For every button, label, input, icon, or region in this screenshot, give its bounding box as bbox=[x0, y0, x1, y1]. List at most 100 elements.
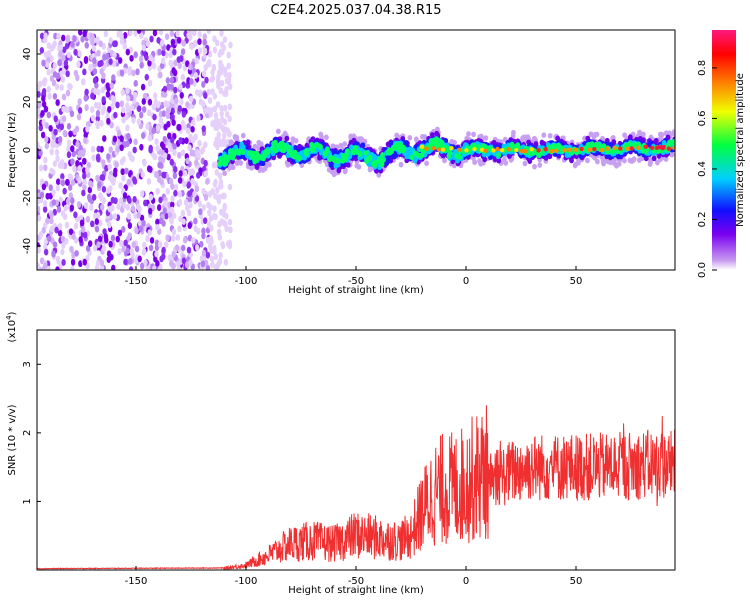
spectrogram-signal-cell bbox=[297, 155, 303, 162]
spectrogram-noise-cell bbox=[85, 215, 91, 223]
spectrogram-signal-cell bbox=[547, 153, 553, 160]
spectrogram-noise-cell bbox=[125, 94, 131, 102]
spectrogram-noise-cell bbox=[185, 101, 190, 109]
spectrogram-noise-cell bbox=[131, 116, 136, 124]
spectrogram-noise-cell bbox=[40, 131, 46, 139]
spectrogram-noise-cell bbox=[164, 212, 169, 220]
spectrogram-signal-cell bbox=[407, 135, 413, 141]
spectrogram-noise-cell bbox=[112, 135, 118, 143]
spectrogram-noise-cell bbox=[133, 51, 138, 59]
spectrogram-noise-cell bbox=[221, 219, 226, 226]
spectrogram-noise-cell bbox=[90, 38, 95, 46]
spectrogram-noise-cell bbox=[61, 54, 66, 62]
spectrogram-noise-cell bbox=[94, 218, 100, 225]
spectrogram-noise-cell bbox=[41, 95, 46, 102]
colorbar-ticks: 0.0 0.2 0.4 0.6 0.8 bbox=[697, 60, 717, 278]
spectrogram-noise-cell bbox=[196, 171, 201, 179]
spectrogram-noise-cell bbox=[216, 131, 221, 139]
spectrogram-signal-cell bbox=[260, 167, 266, 173]
spectrogram-noise-cell bbox=[126, 132, 131, 140]
spectrogram-noise-cell bbox=[91, 44, 97, 52]
spectrogram-noise-cell bbox=[157, 241, 163, 248]
spectrogram-noise-cell bbox=[75, 159, 80, 167]
spectrogram-noise-cell bbox=[197, 140, 202, 147]
spectrogram-noise-cell bbox=[123, 258, 128, 266]
spectrogram-noise-cell bbox=[162, 85, 168, 93]
spectrogram-noise-cell bbox=[82, 178, 87, 186]
spectrogram-noise-cell bbox=[121, 245, 126, 253]
spectrogram-peak-cell bbox=[479, 147, 485, 152]
spectrogram-noise-cell bbox=[201, 81, 206, 88]
spectrogram-signal-cell bbox=[439, 139, 445, 146]
spectrogram-noise-cell bbox=[95, 259, 101, 267]
spectrogram-signal-cell bbox=[276, 128, 281, 135]
spectrogram-noise-cell bbox=[70, 265, 75, 270]
spectrogram-noise-cell bbox=[170, 183, 175, 190]
spectrogram-noise-cell bbox=[202, 47, 208, 55]
spectrogram-noise-cell bbox=[127, 222, 133, 229]
spectrogram-peak-cell bbox=[573, 147, 578, 152]
spectrogram-noise-cell bbox=[77, 107, 83, 114]
spectrogram-noise-cell bbox=[193, 39, 198, 47]
spectrogram-noise-cell bbox=[52, 160, 58, 168]
spectrogram-noise-cell bbox=[140, 171, 145, 178]
spectrogram-noise-cell bbox=[210, 69, 215, 76]
spectrogram-signal-cell bbox=[405, 148, 411, 154]
spectrogram-noise-cell bbox=[181, 218, 186, 226]
spectrogram-noise-cell bbox=[227, 71, 232, 79]
spectrogram-noise-cell bbox=[90, 114, 96, 122]
spectrogram-x-tick-label: -150 bbox=[125, 276, 148, 287]
spectrogram-noise-cell bbox=[58, 196, 63, 204]
spectrogram-noise-cell bbox=[41, 183, 47, 191]
spectrogram-noise-cell bbox=[70, 41, 75, 48]
spectrogram-noise-cell bbox=[158, 196, 163, 204]
colorbar-gradient bbox=[712, 30, 736, 270]
spectrogram-noise-cell bbox=[95, 36, 100, 44]
spectrogram-signal-cell bbox=[653, 137, 659, 144]
spectrogram-noise-cell bbox=[99, 203, 105, 211]
spectrogram-noise-cell bbox=[213, 253, 219, 261]
spectrogram-noise-cell bbox=[170, 201, 175, 209]
spectrogram-noise-cell bbox=[55, 184, 60, 192]
spectrogram-noise-cell bbox=[139, 143, 144, 151]
spectrogram-noise-cell bbox=[134, 245, 140, 253]
spectrogram-peak-cell bbox=[456, 147, 462, 152]
spectrogram-noise-cell bbox=[52, 241, 58, 249]
spectrogram-signal-cell bbox=[217, 160, 223, 167]
spectrogram-noise-cell bbox=[161, 49, 166, 57]
spectrogram-noise-cell bbox=[65, 36, 71, 44]
spectrogram-noise-cell bbox=[173, 166, 178, 173]
spectrogram-signal-cell bbox=[342, 141, 348, 147]
spectrogram-noise-cell bbox=[41, 265, 46, 270]
spectrogram-signal-cell bbox=[394, 132, 400, 139]
spectrogram-signal-cell bbox=[640, 131, 646, 138]
spectrogram-noise-cell bbox=[187, 234, 193, 242]
snr-y-tick-label: 3 bbox=[22, 361, 33, 367]
spectrogram-noise-cell bbox=[107, 220, 112, 228]
spectrogram-noise-cell bbox=[158, 116, 164, 124]
spectrogram-noise-cell bbox=[177, 62, 182, 70]
spectrogram-signal-cell bbox=[478, 161, 484, 167]
spectrogram-signal-cell bbox=[281, 142, 287, 149]
spectrogram-peak-cell bbox=[543, 147, 548, 152]
spectrogram-noise-cell bbox=[200, 146, 206, 154]
spectrogram-signal-cell bbox=[284, 135, 290, 142]
spectrogram-noise-cell bbox=[157, 48, 162, 56]
spectrogram-peak-cell bbox=[625, 146, 631, 151]
spectrogram-signal-cell bbox=[230, 155, 236, 161]
spectrogram-noise-cell bbox=[113, 40, 118, 48]
spectrogram-noise-cell bbox=[190, 119, 196, 127]
spectrogram-noise-cell bbox=[65, 197, 71, 205]
spectrogram-noise-cell bbox=[201, 125, 206, 133]
spectrogram-signal-cell bbox=[323, 149, 329, 156]
spectrogram-noise-cell bbox=[148, 193, 154, 201]
spectrogram-noise-cell bbox=[180, 48, 186, 56]
spectrogram-noise-cell bbox=[223, 66, 228, 74]
spectrogram-noise-cell bbox=[171, 250, 176, 258]
spectrogram-noise-cell bbox=[147, 134, 153, 142]
spectrogram-noise-cell bbox=[46, 235, 52, 243]
spectrogram-noise-cell bbox=[128, 154, 134, 161]
spectrogram-signal-cell bbox=[372, 159, 378, 166]
spectrogram-noise-cell bbox=[201, 249, 207, 257]
spectrogram-noise-cell bbox=[184, 137, 189, 145]
